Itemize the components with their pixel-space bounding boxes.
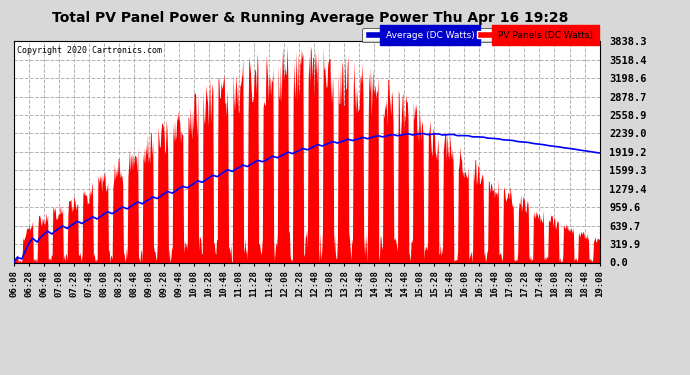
Legend: Average (DC Watts), PV Panels (DC Watts): Average (DC Watts), PV Panels (DC Watts) — [362, 28, 595, 42]
Text: Copyright 2020 Cartronics.com: Copyright 2020 Cartronics.com — [17, 46, 161, 55]
Text: Total PV Panel Power & Running Average Power Thu Apr 16 19:28: Total PV Panel Power & Running Average P… — [52, 11, 569, 25]
